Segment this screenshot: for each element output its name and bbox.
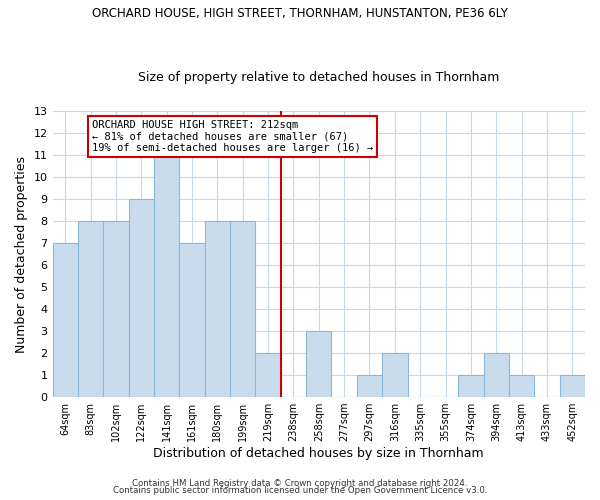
Bar xyxy=(509,375,534,397)
Bar xyxy=(256,353,281,397)
Text: Contains public sector information licensed under the Open Government Licence v3: Contains public sector information licen… xyxy=(113,486,487,495)
Text: Contains HM Land Registry data © Crown copyright and database right 2024.: Contains HM Land Registry data © Crown c… xyxy=(132,478,468,488)
Bar xyxy=(53,243,78,397)
Bar xyxy=(560,375,585,397)
Bar xyxy=(154,155,179,397)
Bar xyxy=(357,375,382,397)
Bar xyxy=(230,221,256,397)
Bar xyxy=(484,353,509,397)
Bar xyxy=(205,221,230,397)
Bar xyxy=(128,199,154,397)
Bar xyxy=(103,221,128,397)
Text: ORCHARD HOUSE, HIGH STREET, THORNHAM, HUNSTANTON, PE36 6LY: ORCHARD HOUSE, HIGH STREET, THORNHAM, HU… xyxy=(92,8,508,20)
Title: Size of property relative to detached houses in Thornham: Size of property relative to detached ho… xyxy=(138,70,499,84)
X-axis label: Distribution of detached houses by size in Thornham: Distribution of detached houses by size … xyxy=(154,447,484,460)
Bar xyxy=(306,331,331,397)
Bar xyxy=(179,243,205,397)
Text: ORCHARD HOUSE HIGH STREET: 212sqm
← 81% of detached houses are smaller (67)
19% : ORCHARD HOUSE HIGH STREET: 212sqm ← 81% … xyxy=(92,120,373,153)
Bar xyxy=(78,221,103,397)
Bar xyxy=(458,375,484,397)
Bar xyxy=(382,353,407,397)
Y-axis label: Number of detached properties: Number of detached properties xyxy=(15,156,28,352)
